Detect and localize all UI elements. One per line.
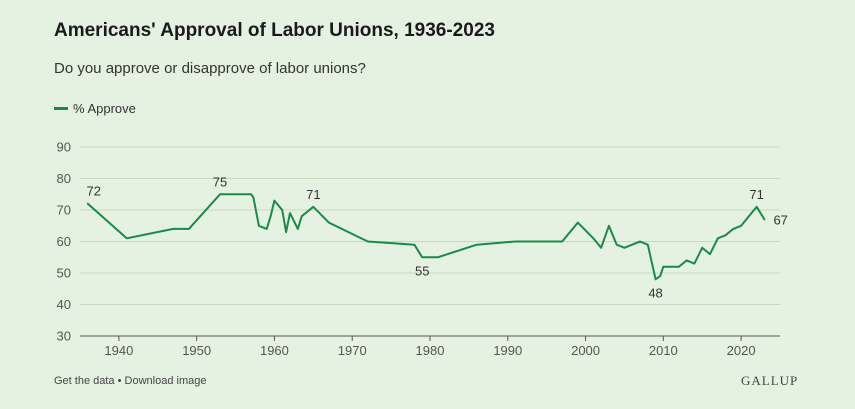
y-tick-label-60: 60	[57, 234, 71, 249]
x-tick-label-2000: 2000	[571, 343, 600, 358]
x-tick-label-2020: 2020	[727, 343, 756, 358]
legend-swatch	[54, 107, 68, 110]
download-image-link[interactable]: Download image	[124, 375, 207, 387]
y-tick-label-50: 50	[57, 266, 71, 281]
data-label-4: 48	[648, 285, 662, 300]
x-tick-label-1940: 1940	[104, 343, 133, 358]
data-label-5: 71	[749, 187, 763, 202]
x-tick-label-1950: 1950	[182, 343, 211, 358]
y-tick-label-30: 30	[57, 329, 71, 344]
footer-links: Get the data • Download image	[54, 375, 206, 387]
data-label-0: 72	[87, 184, 101, 199]
x-tick-label-1960: 1960	[260, 343, 289, 358]
chart-title: Americans' Approval of Labor Unions, 193…	[54, 20, 495, 41]
get-data-link[interactable]: Get the data	[54, 375, 115, 387]
data-label-2: 71	[306, 187, 320, 202]
gallup-logo: GALLUP	[741, 373, 799, 388]
y-tick-label-40: 40	[57, 297, 71, 312]
legend: % Approve	[54, 101, 136, 116]
x-tick-label-1990: 1990	[493, 343, 522, 358]
series-line-0	[86, 193, 766, 281]
y-tick-label-70: 70	[57, 203, 71, 218]
chart-subtitle: Do you approve or disapprove of labor un…	[54, 60, 366, 77]
y-tick-label-80: 80	[57, 171, 71, 186]
x-tick-label-1970: 1970	[338, 343, 367, 358]
footer-separator: •	[117, 375, 122, 387]
data-label-6: 67	[773, 212, 787, 227]
x-tick-label-1980: 1980	[416, 343, 445, 358]
data-label-3: 55	[415, 263, 429, 278]
data-label-1: 75	[213, 174, 227, 189]
y-tick-label-90: 90	[57, 140, 71, 155]
x-tick-label-2010: 2010	[649, 343, 678, 358]
legend-label: % Approve	[73, 101, 136, 116]
